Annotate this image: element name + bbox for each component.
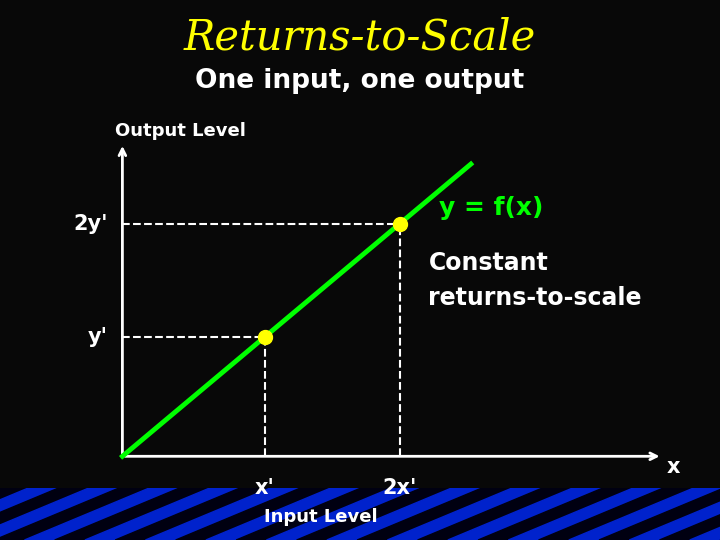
Polygon shape	[387, 489, 541, 540]
Polygon shape	[0, 489, 117, 540]
Polygon shape	[206, 489, 359, 540]
Polygon shape	[55, 489, 208, 540]
Polygon shape	[327, 489, 480, 540]
Polygon shape	[478, 489, 631, 540]
Polygon shape	[629, 489, 720, 540]
Text: y = f(x): y = f(x)	[439, 195, 544, 220]
Polygon shape	[266, 489, 420, 540]
Polygon shape	[357, 489, 510, 540]
Polygon shape	[24, 489, 178, 540]
Polygon shape	[0, 489, 87, 540]
Text: 2y': 2y'	[73, 214, 108, 234]
Text: Input Level: Input Level	[264, 508, 377, 525]
Text: Constant: Constant	[428, 251, 548, 275]
Polygon shape	[145, 489, 299, 540]
Polygon shape	[85, 489, 238, 540]
Text: One input, one output: One input, one output	[195, 68, 525, 93]
Polygon shape	[448, 489, 601, 540]
Polygon shape	[297, 489, 450, 540]
Polygon shape	[176, 489, 329, 540]
Polygon shape	[599, 489, 720, 540]
Polygon shape	[0, 489, 27, 540]
Polygon shape	[508, 489, 662, 540]
Text: Returns-to-Scale: Returns-to-Scale	[184, 16, 536, 58]
Text: Output Level: Output Level	[115, 123, 246, 140]
Polygon shape	[418, 489, 571, 540]
Polygon shape	[690, 489, 720, 540]
Text: 2x': 2x'	[382, 478, 417, 498]
Polygon shape	[660, 489, 720, 540]
Text: returns-to-scale: returns-to-scale	[428, 286, 642, 310]
Polygon shape	[0, 489, 148, 540]
Polygon shape	[115, 489, 269, 540]
Text: x: x	[667, 457, 680, 477]
Text: y': y'	[88, 327, 108, 347]
Polygon shape	[0, 489, 57, 540]
Polygon shape	[236, 489, 390, 540]
Text: x': x'	[255, 478, 275, 498]
Polygon shape	[539, 489, 692, 540]
Polygon shape	[569, 489, 720, 540]
